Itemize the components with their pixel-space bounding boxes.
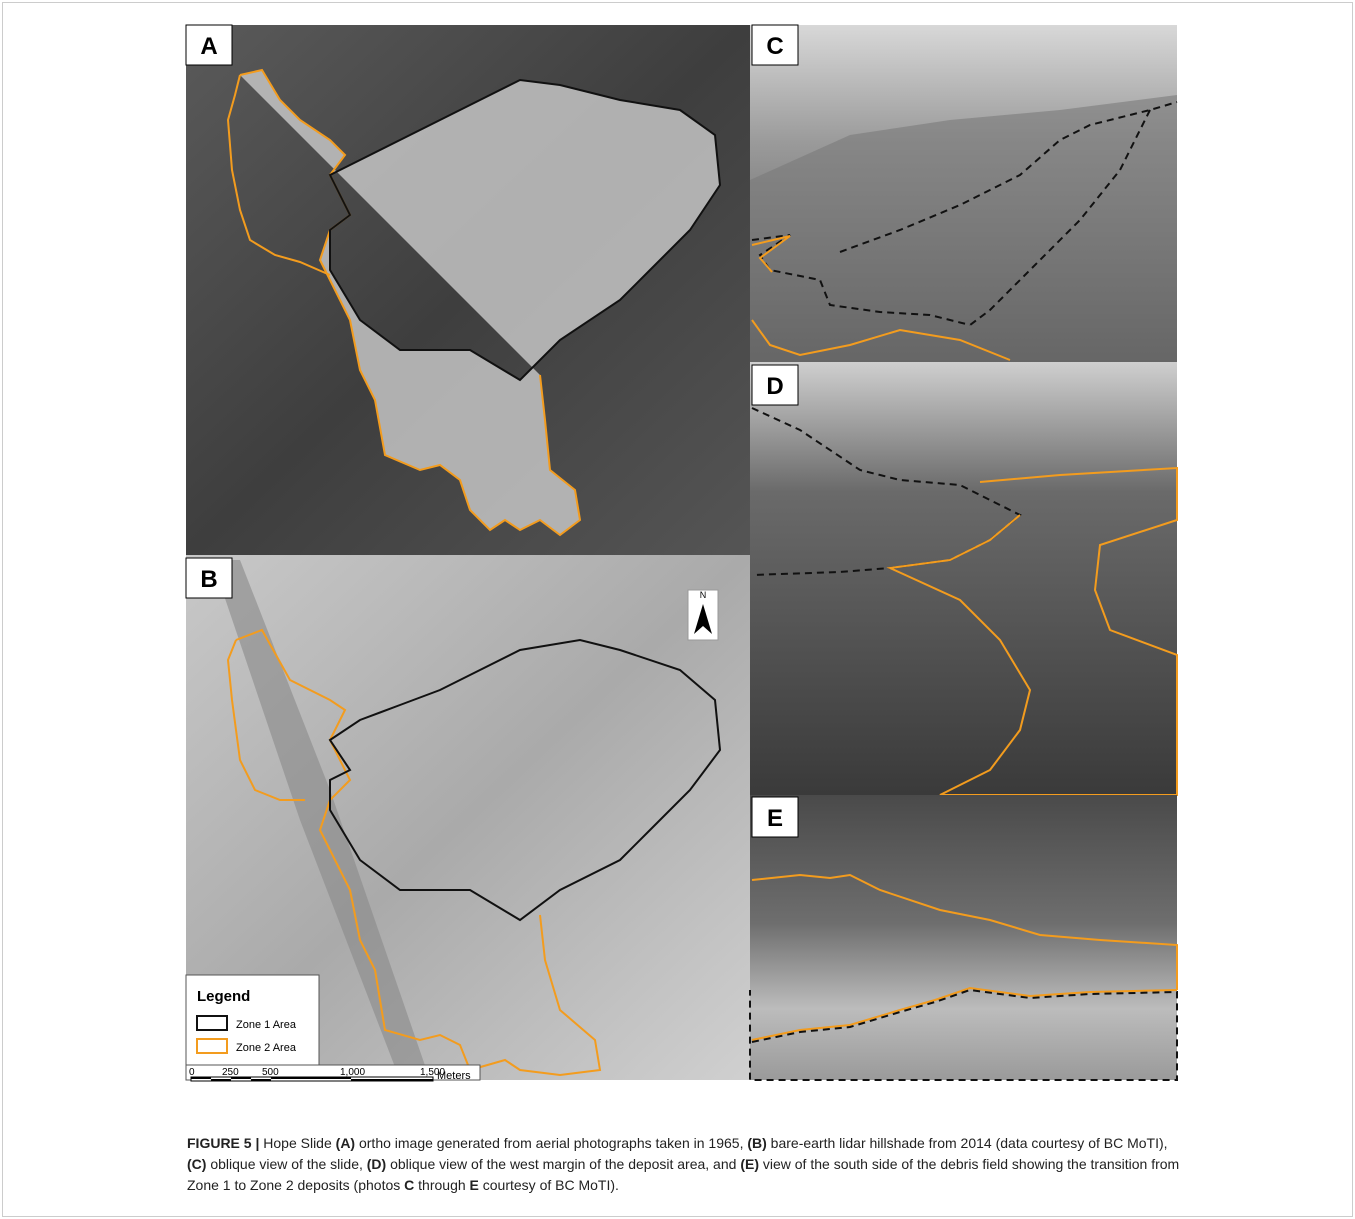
caption: FIGURE 5 | Hope Slide (A) ortho image ge… [187, 1133, 1187, 1196]
panel-e-image [750, 795, 1177, 1080]
panel-label: D [766, 373, 783, 400]
caption-text: C [404, 1177, 414, 1193]
caption-text: oblique view of the slide, [206, 1156, 366, 1172]
scale-label: 1,000 [340, 1067, 365, 1078]
caption-text: (D) [367, 1156, 386, 1172]
caption-text: (A) [336, 1135, 355, 1151]
caption-text: oblique view of the west margin of the d… [386, 1156, 740, 1172]
caption-text: (C) [187, 1156, 206, 1172]
legend-item: Zone 2 Area [236, 1042, 297, 1054]
panel-d-image [750, 362, 1177, 795]
page: N Legend Zone 1 Area Zone 2 Area 0 250 5… [0, 0, 1355, 1219]
panel-label: C [766, 33, 783, 60]
caption-text: (E) [740, 1156, 759, 1172]
panel-label: A [200, 33, 217, 60]
caption-text: (B) [747, 1135, 766, 1151]
caption-text: bare-earth lidar hillshade from 2014 (da… [767, 1135, 1168, 1151]
scale-bar [191, 1077, 433, 1081]
panel-label: E [767, 805, 783, 832]
caption-text: through [414, 1177, 469, 1193]
legend-item: Zone 1 Area [236, 1019, 297, 1031]
scale-label: 500 [262, 1067, 279, 1078]
scale-label: 0 [189, 1067, 195, 1078]
legend-title: Legend [197, 988, 250, 1005]
north-label: N [700, 590, 707, 600]
scale-label: 250 [222, 1067, 239, 1078]
panel-label: B [200, 566, 217, 593]
caption-text: FIGURE 5 | [187, 1135, 259, 1151]
figure: N Legend Zone 1 Area Zone 2 Area 0 250 5… [0, 0, 1355, 1120]
caption-text: Hope Slide [259, 1135, 335, 1151]
caption-text: E [470, 1177, 479, 1193]
caption-text: ortho image generated from aerial photog… [355, 1135, 747, 1151]
scale-unit: Meters [437, 1070, 471, 1082]
caption-text: courtesy of BC MoTI). [479, 1177, 619, 1193]
